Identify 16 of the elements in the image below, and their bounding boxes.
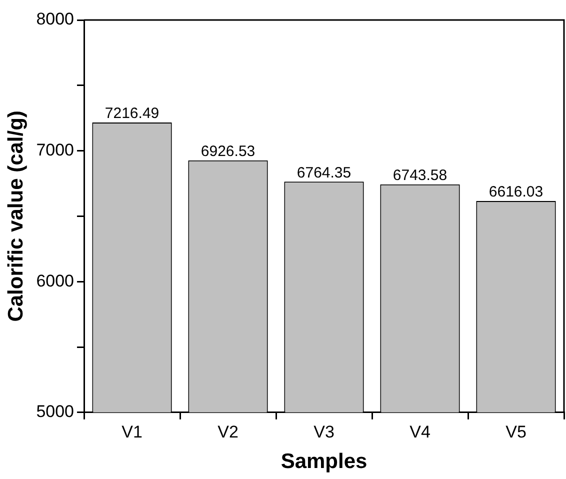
x-tick-label: V2 — [218, 422, 238, 442]
y-tick-label: 6000 — [36, 271, 74, 290]
data-label: 7216.49 — [104, 105, 160, 122]
data-label: 6764.35 — [296, 164, 352, 182]
y-tick-label: 8000 — [36, 10, 74, 29]
y-axis-title: Calorific value (cal/g) — [4, 110, 28, 322]
data-label: 6926.53 — [200, 143, 256, 160]
data-label: 6616.03 — [488, 184, 544, 201]
x-tick-label: V3 — [314, 422, 334, 442]
x-tick-label: V1 — [122, 422, 142, 442]
x-tick-label: V4 — [410, 422, 430, 442]
y-tick-label: 7000 — [36, 140, 74, 160]
x-tick-label: V5 — [506, 422, 526, 442]
x-axis-title: Samples — [280, 450, 368, 474]
y-tick-label: 5000 — [36, 402, 74, 422]
data-label: 6743.58 — [392, 166, 448, 184]
